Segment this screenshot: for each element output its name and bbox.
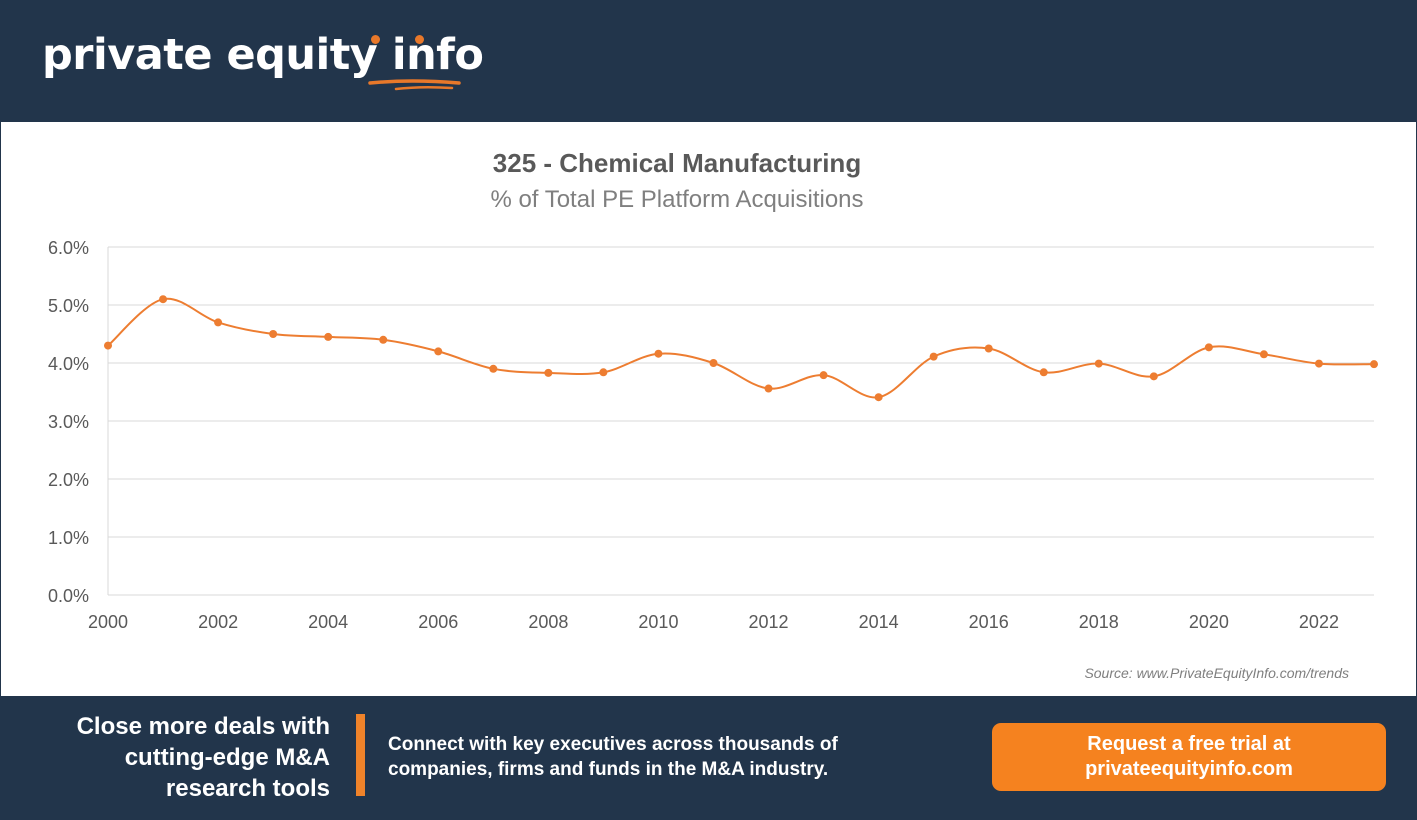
- data-point: [324, 332, 333, 341]
- data-point: [544, 368, 553, 377]
- data-point: [434, 347, 443, 356]
- x-tick-label: 2008: [528, 612, 568, 632]
- data-point: [764, 384, 773, 393]
- chart-panel: [1, 122, 1416, 696]
- data-point: [214, 318, 223, 327]
- y-tick-label: 2.0%: [48, 470, 89, 490]
- y-tick-label: 6.0%: [48, 238, 89, 258]
- data-point: [654, 349, 663, 358]
- series-line: [107, 297, 1375, 399]
- data-point: [819, 371, 828, 380]
- logo-dot-left: [371, 35, 380, 44]
- logo[interactable]: private equity info: [42, 30, 484, 80]
- x-tick-label: 2020: [1189, 612, 1229, 632]
- y-tick-label: 3.0%: [48, 412, 89, 432]
- x-tick-label: 2016: [969, 612, 1009, 632]
- y-tick-label: 1.0%: [48, 528, 89, 548]
- x-tick-label: 2002: [198, 612, 238, 632]
- data-point: [874, 393, 883, 402]
- series: [104, 295, 1378, 402]
- footer-headline-line: cutting-edge M&A: [124, 744, 330, 771]
- x-tick-label: 2014: [859, 612, 899, 632]
- data-point: [104, 341, 112, 350]
- header: private equity info: [0, 0, 1417, 121]
- footer-headline-line: research tools: [165, 775, 330, 802]
- x-tick-label: 2012: [748, 612, 788, 632]
- data-point: [929, 352, 938, 361]
- data-point: [709, 359, 718, 367]
- x-tick-label: 2022: [1299, 612, 1339, 632]
- source-note: Source: www.PrivateEquityInfo.com/trends: [1084, 665, 1349, 681]
- grid-lines: [107, 246, 1374, 596]
- data-point: [159, 295, 168, 304]
- data-point: [599, 368, 608, 377]
- free-trial-button[interactable]: Request a free trial at privateequityinf…: [992, 723, 1386, 791]
- data-point: [269, 330, 278, 338]
- footer-headline-line: Close more deals with: [76, 713, 330, 740]
- data-point: [984, 344, 993, 353]
- data-point: [489, 364, 498, 373]
- logo-dot-right: [415, 35, 424, 44]
- y-tick-label: 5.0%: [48, 296, 89, 316]
- logo-swoosh-icon: [368, 79, 461, 91]
- data-point: [1204, 343, 1213, 352]
- logo-accent: info: [391, 30, 484, 80]
- data-point: [1259, 350, 1268, 359]
- chart-title: 325 - Chemical Manufacturing: [492, 148, 862, 178]
- data-point: [1314, 359, 1323, 368]
- cta-line: Request a free trial at: [1087, 733, 1291, 755]
- x-tick-label: 2004: [308, 612, 348, 632]
- data-point: [1370, 360, 1378, 369]
- y-tick-label: 4.0%: [48, 354, 89, 374]
- data-point: [1039, 368, 1048, 377]
- footer-description-line: Connect with key executives across thous…: [388, 734, 838, 755]
- x-tick-label: 2000: [88, 612, 128, 632]
- data-point: [1094, 359, 1103, 368]
- y-tick-label: 0.0%: [48, 586, 89, 606]
- line-chart: 0.0%1.0%2.0%3.0%4.0%5.0%6.0% 2000 2002 200…: [48, 238, 1378, 632]
- x-tick-label: 2006: [418, 612, 458, 632]
- logo-text: private equity: [42, 30, 378, 80]
- data-point: [1149, 372, 1158, 381]
- x-axis-ticks: 2000 2002 2004 2006 2008 2010 2012 2014 2016 2018…: [88, 612, 1339, 632]
- chart-subtitle: % of Total PE Platform Acquisitions: [490, 186, 864, 213]
- x-tick-label: 2010: [638, 612, 678, 632]
- y-axis-ticks: 0.0% 1.0% 2.0% 3.0% 4.0% 5.0% 6.0%: [48, 238, 89, 606]
- data-point: [379, 335, 388, 344]
- footer-divider: [356, 714, 365, 796]
- footer-description: Connect with key executives across thous…: [388, 732, 908, 782]
- x-tick-label: 2018: [1079, 612, 1119, 632]
- footer-headline: Close more deals with cutting-edge M&A r…: [20, 711, 330, 804]
- footer-description-line: companies, firms and funds in the M&A in…: [388, 759, 829, 780]
- cta-line: privateequityinfo.com: [1085, 758, 1293, 780]
